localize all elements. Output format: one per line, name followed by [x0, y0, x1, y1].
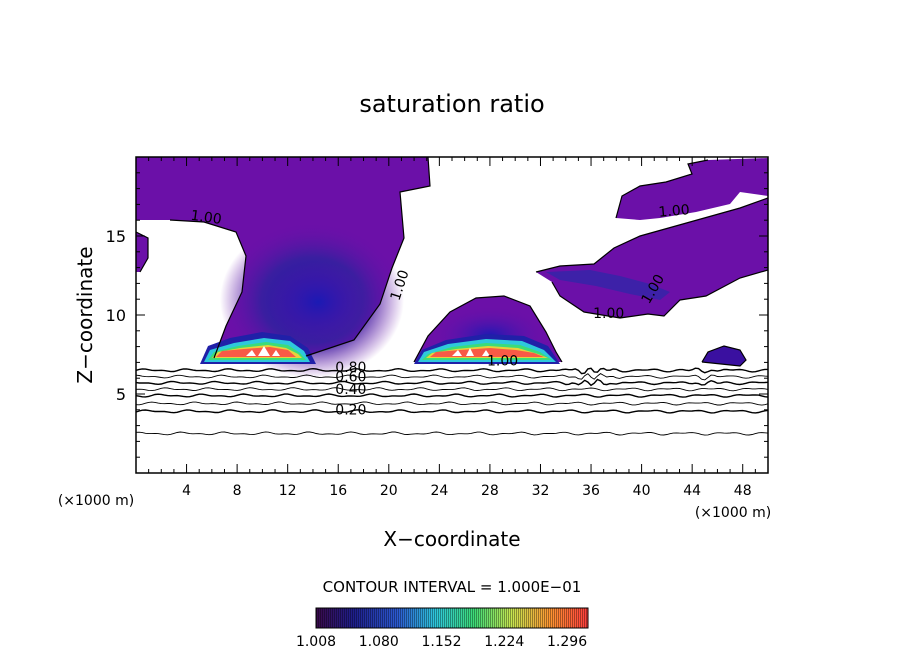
contour-line	[136, 431, 768, 436]
colorbar-tick-label: 1.296	[547, 634, 587, 650]
x-tick-label: 48	[734, 483, 752, 499]
axis-ticks	[136, 157, 768, 473]
contour-line	[136, 373, 768, 381]
left-cloud-highlights	[246, 346, 280, 356]
contour-label: 1.00	[658, 202, 690, 221]
x-tick-label: 28	[481, 483, 499, 499]
contour-line	[136, 378, 768, 387]
contour-line	[136, 387, 768, 392]
colorbar-tick-label: 1.152	[421, 634, 461, 650]
contour-label: 0.80	[335, 360, 366, 376]
contour-line	[136, 409, 768, 414]
x-tick-label: 20	[380, 483, 398, 499]
colorbar-tick-label: 1.224	[484, 634, 524, 650]
contour-label: 0.60	[335, 369, 366, 385]
colorbar-tick-label: 1.008	[296, 634, 336, 650]
y-tick-label: 10	[106, 306, 126, 325]
x-tick-label: 40	[633, 483, 651, 499]
x-unit-left: (×1000 m)	[58, 493, 134, 509]
right-small-region	[702, 346, 746, 366]
x-tick-label: 36	[582, 483, 600, 499]
unity-contours	[136, 157, 768, 367]
contour-label: 1.00	[593, 306, 624, 322]
upper-right-region	[616, 158, 768, 220]
contour-line	[136, 393, 768, 398]
x-unit-right: (×1000 m)	[695, 505, 771, 521]
contour-line	[136, 401, 768, 406]
colorbar-labels: 1.008 1.080 1.152 1.224 1.296	[296, 634, 587, 650]
contour-lines	[136, 367, 768, 436]
y-axis-label: Z−coordinate	[73, 246, 97, 383]
left-edge-region	[136, 232, 148, 272]
y-tick-label: 5	[116, 385, 126, 404]
middle-cloud-highlights	[452, 348, 490, 356]
x-tick-label: 44	[683, 483, 701, 499]
x-tick-label: 32	[532, 483, 550, 499]
right-band-blue	[546, 270, 670, 300]
contour-line	[136, 367, 768, 375]
colorbar-frame	[315, 607, 589, 629]
contour-label: 0.40	[335, 382, 366, 398]
contour-label: 0.20	[335, 403, 366, 419]
colorbar-stripes	[316, 608, 588, 628]
x-tick-label: 24	[430, 483, 448, 499]
x-tick-label: 12	[279, 483, 297, 499]
x-axis-label: X−coordinate	[383, 527, 520, 551]
right-band-region	[536, 198, 768, 318]
left-blue-inner	[268, 262, 368, 342]
x-tick-label: 16	[329, 483, 347, 499]
colorbar-tick-label: 1.080	[359, 634, 399, 650]
contour-interval-text: CONTOUR INTERVAL = 1.000E−01	[323, 578, 582, 596]
chart-title: saturation ratio	[359, 90, 544, 118]
x-tick-label: 8	[233, 483, 242, 499]
contour-label: 1.00	[487, 354, 518, 370]
plot-area: 1.001.001.001.001.001.000.800.600.400.20	[136, 157, 768, 436]
cloud-layers	[200, 332, 560, 364]
contour-label: 1.00	[190, 208, 223, 228]
y-tick-label: 15	[106, 227, 126, 246]
colorbar: 1.008 1.080 1.152 1.224 1.296	[296, 607, 589, 650]
x-tick-label: 4	[182, 483, 191, 499]
